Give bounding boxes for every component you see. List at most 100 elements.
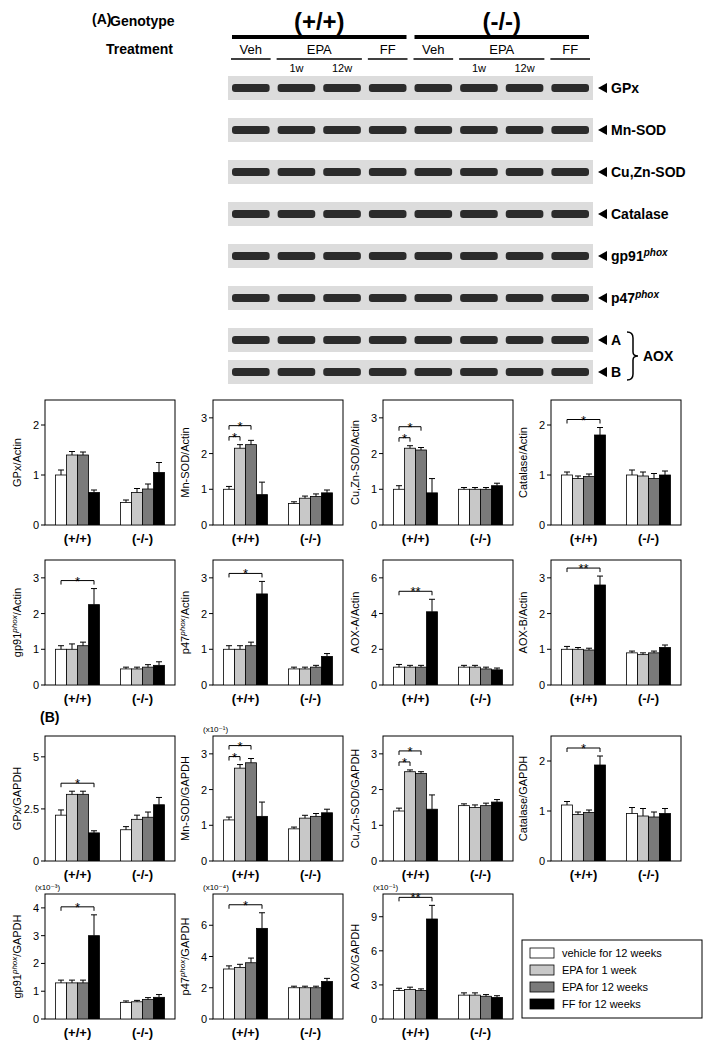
y-tick-label: 6 (201, 919, 207, 931)
band-arrow (598, 125, 607, 135)
blot-band (460, 84, 498, 92)
error-bar (429, 479, 435, 493)
y-tick-label: 3 (33, 930, 39, 942)
blot-band (369, 368, 407, 376)
bar (89, 493, 100, 526)
y-tick-label: 2 (33, 957, 39, 969)
y-tick-label: 1 (371, 483, 377, 495)
y-tick (379, 613, 383, 614)
y-tick-label: 2 (201, 784, 207, 796)
y-axis-label-sup: phox (10, 956, 19, 975)
error-bar (145, 484, 151, 489)
bar (405, 667, 416, 685)
bars (224, 913, 333, 1019)
treatment: EPA (307, 42, 332, 57)
y-tick-label: 6 (371, 945, 377, 957)
category-label: (-/-) (300, 531, 321, 546)
y-tick (209, 525, 213, 526)
bar (300, 669, 311, 685)
category-label: (-/-) (300, 1025, 321, 1040)
category-label: (+/+) (570, 691, 597, 706)
legend-label: vehicle for 12 weeks (562, 947, 662, 959)
blot-band (551, 368, 589, 376)
bar (121, 1002, 132, 1019)
category-label: (+/+) (402, 867, 429, 882)
error-bar (494, 668, 500, 670)
plot-frame (383, 736, 513, 861)
error-bar (302, 815, 308, 818)
error-bar (91, 490, 97, 493)
error-bar (483, 995, 489, 997)
significance-label: * (581, 741, 586, 756)
y-tick-label: 1 (539, 643, 545, 655)
bar (562, 475, 573, 525)
bar (289, 504, 300, 525)
y-tick-label: 2 (33, 608, 39, 620)
y-tick (41, 685, 45, 686)
y-tick-label: 3 (539, 572, 545, 584)
y-tick-label: 0 (33, 855, 39, 867)
error-bar (69, 980, 75, 983)
bar (154, 805, 165, 861)
error-bar (69, 452, 75, 456)
y-tick-label: 2 (371, 448, 377, 460)
error-bar (313, 814, 319, 817)
error-bar (483, 667, 489, 669)
y-tick-label: 2 (539, 419, 545, 431)
bar (459, 489, 470, 525)
y-tick-label: 0 (33, 519, 39, 531)
error-bar (134, 1000, 140, 1001)
y-tick-label: 0 (371, 855, 377, 867)
error-bar (575, 476, 581, 479)
bar (56, 983, 67, 1019)
bar (470, 489, 481, 525)
error-bar (472, 805, 478, 808)
y-axis-label: gp91phox/Actin (10, 588, 23, 657)
blot-strip (228, 202, 593, 226)
blot-band (278, 126, 316, 134)
blot-band (323, 252, 361, 260)
y-tick-label: 2 (201, 608, 207, 620)
bar (573, 479, 584, 526)
y-tick (379, 525, 383, 526)
category-label: (-/-) (470, 531, 491, 546)
error-bar (291, 667, 297, 669)
band-label-part: gp91 (611, 248, 644, 264)
band-arrow (598, 167, 607, 177)
plot-frame (383, 400, 513, 525)
y-tick (41, 935, 45, 936)
blot-strip (228, 160, 593, 184)
bar (416, 667, 427, 685)
blot-band (278, 210, 316, 218)
error-bar (640, 809, 646, 817)
category-label: (-/-) (132, 1025, 153, 1040)
bar (649, 817, 660, 861)
error-bar (134, 667, 140, 669)
scale-label: (x10⁻¹) (203, 725, 228, 734)
bar (67, 455, 78, 525)
error-bar (291, 827, 297, 829)
treatment: Veh (240, 42, 262, 57)
category-label: (+/+) (570, 867, 597, 882)
bar (235, 768, 246, 861)
error-bar (418, 989, 424, 991)
blot-band (232, 252, 270, 260)
blot-band (323, 84, 361, 92)
blot-band (415, 252, 453, 260)
error-bar (58, 646, 64, 650)
blot-band (506, 126, 544, 134)
y-tick (209, 577, 213, 578)
plot-frame (213, 736, 343, 861)
blot-band (415, 84, 453, 92)
genotype: (-/-) (482, 8, 521, 35)
bar (311, 667, 322, 685)
y-tick (379, 453, 383, 454)
group-brace (627, 332, 638, 380)
category-label: (+/+) (64, 867, 91, 882)
bars (394, 599, 503, 685)
category-label: (+/+) (64, 1025, 91, 1040)
bar (143, 667, 154, 685)
error-bar (494, 996, 500, 998)
bar (322, 813, 333, 861)
error-bar (80, 980, 86, 983)
